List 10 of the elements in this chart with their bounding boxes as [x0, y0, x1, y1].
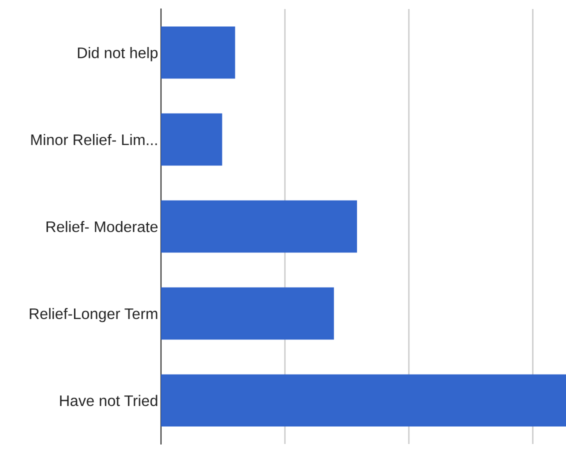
y-tick-label: Minor Relief- Lim...: [31, 134, 157, 146]
bar: [161, 287, 334, 340]
y-tick-label: Relief- Moderate: [46, 220, 158, 232]
y-tick-label: Relief-Longer Term: [30, 308, 158, 322]
bar: [161, 200, 358, 253]
bar: [161, 113, 222, 166]
bar: [161, 374, 566, 427]
y-tick-label: Did not help: [78, 47, 158, 62]
y-tick-label: Have not Tried: [60, 394, 158, 406]
bar: [161, 26, 236, 79]
